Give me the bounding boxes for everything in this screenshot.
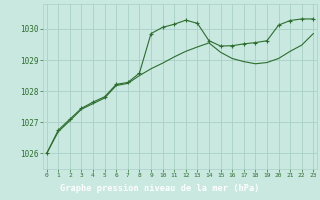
Text: Graphe pression niveau de la mer (hPa): Graphe pression niveau de la mer (hPa)	[60, 184, 260, 193]
